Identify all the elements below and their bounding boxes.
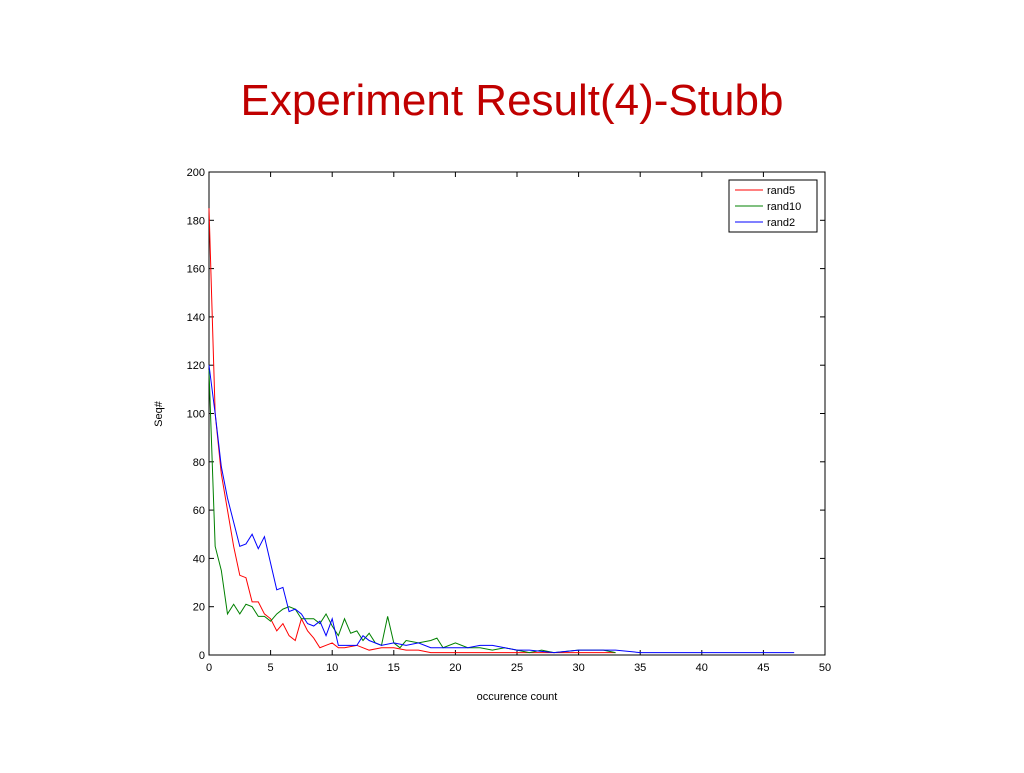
x-tick-label: 20: [449, 662, 461, 674]
plot-area: [208, 171, 826, 656]
x-tick-label: 5: [268, 662, 274, 674]
x-tick-label: 0: [206, 662, 212, 674]
x-tick-label: 30: [572, 662, 584, 674]
y-tick-label: 120: [187, 360, 205, 372]
x-tick-label: 25: [511, 662, 523, 674]
y-tick-label: 200: [187, 167, 205, 179]
y-axis-label: Seq#: [153, 400, 165, 427]
slide-title: Experiment Result(4)-Stubb: [241, 76, 784, 125]
series-line: [208, 208, 616, 654]
y-tick-label: 180: [187, 215, 205, 227]
x-tick-label: 45: [757, 662, 769, 674]
y-tick-label: 40: [193, 553, 205, 565]
x-tick-label: 10: [326, 662, 338, 674]
series-line: [208, 365, 795, 654]
y-tick-label: 60: [193, 505, 205, 517]
x-tick-label: 35: [634, 662, 646, 674]
y-tick-label: 20: [193, 602, 205, 614]
series-line: [208, 370, 616, 654]
legend-label: rand2: [767, 217, 795, 229]
x-tick-label: 15: [388, 662, 400, 674]
legend-label: rand10: [767, 201, 801, 213]
y-tick-label: 80: [193, 457, 205, 469]
y-tick-label: 160: [187, 264, 205, 276]
legend-label: rand5: [767, 185, 795, 197]
x-tick-label: 50: [819, 662, 831, 674]
y-tick-label: 140: [187, 312, 205, 324]
y-tick-label: 0: [199, 650, 205, 662]
x-axis-label: occurence count: [477, 691, 558, 703]
x-tick-label: 40: [696, 662, 708, 674]
y-tick-label: 100: [187, 409, 205, 421]
